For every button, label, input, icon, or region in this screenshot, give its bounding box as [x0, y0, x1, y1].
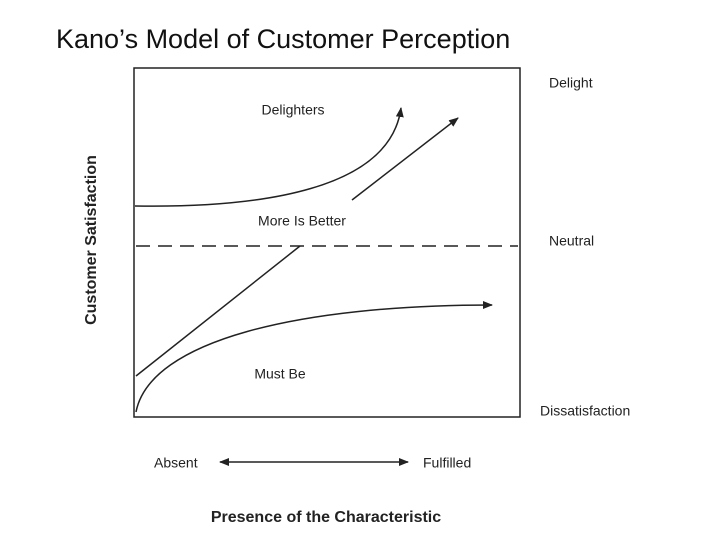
- x-axis-label: Presence of the Characteristic: [211, 509, 441, 526]
- curve-label: Must Be: [254, 366, 306, 382]
- delighters-curve: [134, 107, 404, 207]
- y-axis-label: Customer Satisfaction: [83, 155, 100, 325]
- page-title: Kano’s Model of Customer Perception: [56, 24, 510, 54]
- level-label: Neutral: [549, 233, 594, 249]
- more-is-better-line: [135, 245, 301, 377]
- more-is-better-arrow: [351, 117, 459, 201]
- x-end-label: Fulfilled: [423, 455, 471, 471]
- curve-label: Delighters: [261, 102, 324, 118]
- curve-label: More Is Better: [258, 213, 346, 229]
- level-label: Delight: [549, 75, 593, 91]
- level-label: Dissatisfaction: [540, 403, 630, 419]
- x-end-label: Absent: [154, 455, 198, 471]
- diagram-frame: [133, 67, 521, 418]
- must-be-curve: [135, 301, 493, 413]
